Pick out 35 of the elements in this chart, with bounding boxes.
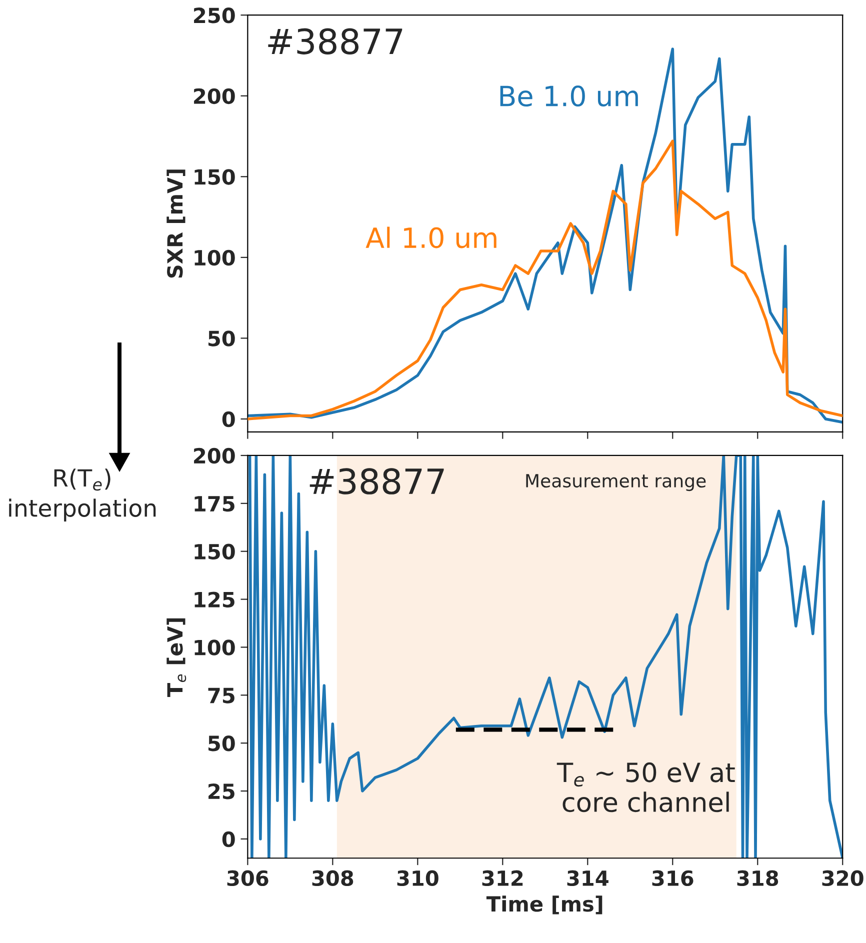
annotation: #38877 bbox=[268, 28, 402, 54]
y-tick-label: 0 bbox=[222, 411, 235, 428]
x-tick-label: 314 bbox=[567, 870, 608, 886]
x-tick-label: 310 bbox=[397, 870, 438, 886]
y-axis-title: T$_{e}$ [eV] bbox=[166, 618, 186, 698]
x-tick-label: 306 bbox=[227, 870, 268, 886]
line-series bbox=[248, 140, 843, 420]
y-axis-title: SXR [mV] bbox=[166, 170, 186, 278]
x-axis-title: Time [ms] bbox=[486, 896, 602, 914]
y-tick-label: 25 bbox=[208, 783, 234, 800]
y-tick-label: 150 bbox=[194, 544, 235, 560]
annotation: T$_{e}$ ~ 50 eV at core channel bbox=[556, 762, 735, 812]
x-tick-label: 318 bbox=[737, 870, 778, 886]
annotation: #38877 bbox=[310, 468, 444, 494]
y-tick-label: 175 bbox=[194, 496, 234, 512]
y-tick-label: 0 bbox=[222, 831, 235, 848]
y-tick-label: 75 bbox=[208, 688, 234, 704]
x-tick-label: 308 bbox=[312, 870, 354, 886]
y-tick-label: 250 bbox=[194, 8, 235, 24]
x-tick-label: 320 bbox=[822, 870, 864, 886]
band-label: Measurement range bbox=[526, 474, 706, 492]
y-tick-label: 150 bbox=[194, 169, 235, 185]
x-tick-label: 312 bbox=[482, 870, 523, 886]
y-tick-label: 50 bbox=[208, 736, 235, 752]
y-tick-label: 50 bbox=[208, 330, 235, 346]
text: R(T$_{e}$) interpolation bbox=[9, 468, 156, 522]
y-tick-label: 200 bbox=[194, 448, 235, 464]
y-tick-label: 100 bbox=[194, 250, 235, 266]
line-series bbox=[248, 455, 843, 858]
series-label: Al 1.0 um bbox=[366, 226, 496, 248]
y-tick-label: 100 bbox=[194, 640, 235, 656]
y-tick-label: 125 bbox=[194, 592, 234, 608]
x-tick-label: 316 bbox=[652, 870, 694, 886]
y-tick-label: 200 bbox=[194, 88, 235, 104]
series-label: Be 1.0 um bbox=[500, 86, 638, 107]
